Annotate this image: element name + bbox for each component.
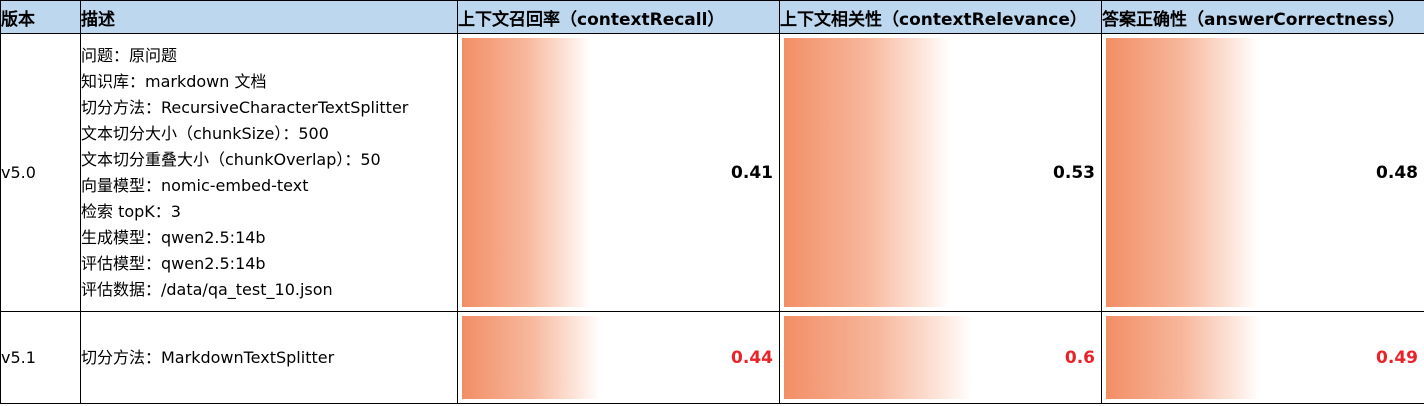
- header-description[interactable]: 描述: [80, 0, 458, 34]
- answer-correctness-cell[interactable]: 0.49: [1101, 311, 1424, 404]
- header-row: 版本 描述 上下文召回率（contextRecall） 上下文相关性（conte…: [0, 0, 1424, 34]
- header-answer-correctness[interactable]: 答案正确性（answerCorrectness）: [1101, 0, 1424, 34]
- data-bar: [784, 316, 972, 399]
- table-row: v5.1 切分方法：MarkdownTextSplitter 0.44 0.6 …: [0, 311, 1424, 404]
- answer-correctness-cell[interactable]: 0.48: [1101, 33, 1424, 312]
- table-row: v5.0 问题：原问题 知识库：markdown 文档 切分方法：Recursi…: [0, 33, 1424, 312]
- context-recall-cell[interactable]: 0.41: [457, 33, 780, 312]
- data-bar: [462, 38, 590, 307]
- header-version[interactable]: 版本: [0, 0, 81, 34]
- metric-value: 0.53: [1053, 162, 1095, 183]
- description-line: 评估数据：/data/qa_test_10.json: [81, 279, 333, 299]
- metric-value: 0.41: [731, 162, 773, 183]
- description-cell[interactable]: 问题：原问题 知识库：markdown 文档 切分方法：RecursiveCha…: [80, 33, 458, 312]
- context-recall-cell[interactable]: 0.44: [457, 311, 780, 404]
- description-line: 评估模型：qwen2.5:14b: [81, 253, 266, 273]
- metric-value: 0.6: [1064, 347, 1095, 368]
- description-cell[interactable]: 切分方法：MarkdownTextSplitter: [80, 311, 458, 404]
- description-line: 检索 topK：3: [81, 201, 181, 221]
- description-line: 文本切分重叠大小（chunkOverlap）：50: [81, 149, 381, 169]
- metric-value: 0.48: [1376, 162, 1418, 183]
- version-cell[interactable]: v5.0: [0, 33, 81, 312]
- description-line: 向量模型：nomic-embed-text: [81, 175, 309, 195]
- description-line: 知识库：markdown 文档: [81, 71, 267, 91]
- context-relevance-cell[interactable]: 0.6: [779, 311, 1102, 404]
- data-bar: [1106, 38, 1258, 307]
- description-line: 问题：原问题: [81, 45, 178, 65]
- description-line: 文本切分大小（chunkSize）：500: [81, 123, 329, 143]
- data-bar: [462, 316, 600, 399]
- metric-value: 0.49: [1376, 347, 1418, 368]
- data-bar: [784, 38, 950, 307]
- version-cell[interactable]: v5.1: [0, 311, 81, 404]
- description-line: 切分方法：MarkdownTextSplitter: [81, 347, 335, 367]
- data-bar: [1106, 316, 1260, 399]
- header-context-relevance[interactable]: 上下文相关性（contextRelevance）: [779, 0, 1102, 34]
- description-line: 切分方法：RecursiveCharacterTextSplitter: [81, 97, 409, 117]
- description-line: 生成模型：qwen2.5:14b: [81, 227, 266, 247]
- header-context-recall[interactable]: 上下文召回率（contextRecall）: [457, 0, 780, 34]
- metric-value: 0.44: [731, 347, 773, 368]
- context-relevance-cell[interactable]: 0.53: [779, 33, 1102, 312]
